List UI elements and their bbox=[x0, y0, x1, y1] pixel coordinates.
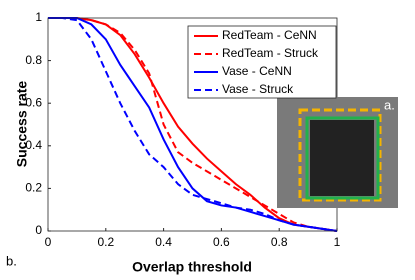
annotation: b. bbox=[6, 253, 17, 268]
inset-image bbox=[277, 97, 398, 208]
legend-box bbox=[187, 25, 337, 99]
y-tick-label: 0.6 bbox=[25, 95, 42, 109]
series-line bbox=[48, 17, 338, 232]
legend-label: Vase - Struck bbox=[222, 82, 294, 96]
inset-box-cenn bbox=[305, 116, 380, 200]
x-tick-label: 0.4 bbox=[155, 235, 172, 249]
x-tick-label: 0.6 bbox=[213, 235, 230, 249]
legend-label: RedTeam - Struck bbox=[222, 46, 319, 60]
x-tick-label: 0.2 bbox=[97, 235, 114, 249]
y-tick-label: 1 bbox=[35, 10, 42, 24]
y-tick-label: 0.8 bbox=[25, 53, 42, 67]
x-tick-label: 0 bbox=[45, 235, 52, 249]
y-tick-label: 0.2 bbox=[25, 181, 42, 195]
inset-box-struck bbox=[298, 108, 382, 202]
annotation: a. bbox=[384, 97, 395, 112]
x-tick-label: 0.8 bbox=[271, 235, 288, 249]
x-tick-label: 1 bbox=[334, 235, 341, 249]
inset-object bbox=[310, 120, 374, 196]
y-axis-label: Success rate bbox=[14, 81, 30, 168]
y-tick-label: 0 bbox=[35, 223, 42, 237]
legend-label: RedTeam - CeNN bbox=[222, 28, 317, 42]
y-tick-label: 0.4 bbox=[25, 138, 42, 152]
series-line bbox=[48, 17, 338, 232]
x-axis-label: Overlap threshold bbox=[132, 259, 252, 275]
legend-label: Vase - CeNN bbox=[222, 64, 292, 78]
